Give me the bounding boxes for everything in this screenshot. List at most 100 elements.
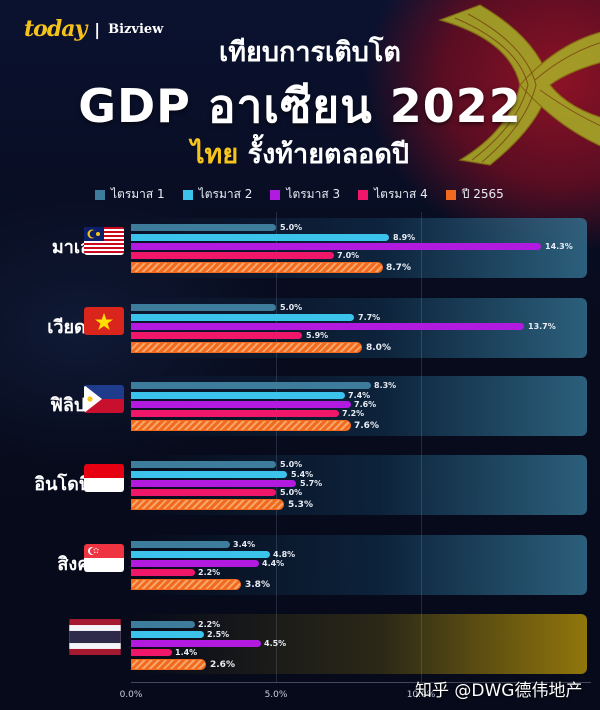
- value-q2: 7.7%: [358, 313, 381, 322]
- bar-q1: [131, 621, 195, 628]
- legend-swatch-q2: [182, 189, 193, 200]
- bar-q1: [131, 304, 276, 311]
- bar-q3: [131, 243, 541, 250]
- chart-row-malaysia: มาเลเซีย 5.0% 8.9% 14.3% 7.0% 8.7%: [0, 212, 600, 278]
- title-main: GDP อาเซียน 2022: [78, 79, 522, 133]
- value-year: 7.6%: [354, 421, 379, 431]
- value-year: 8.7%: [386, 263, 411, 273]
- bar-q1: [131, 224, 276, 231]
- value-q1: 5.0%: [280, 460, 303, 469]
- watermark: 知乎 @DWG德伟地产: [415, 681, 583, 701]
- bar-q3: [131, 401, 351, 408]
- value-q2: 8.9%: [393, 233, 416, 242]
- value-q1: 3.4%: [233, 540, 256, 549]
- chart-row-singapore: สิงคโปร์ 3.4% 4.8% 4.4% 2.2% 3.8%: [0, 529, 600, 595]
- value-year: 3.8%: [245, 580, 270, 590]
- bar-q2: [131, 314, 354, 321]
- bar-q4: [131, 649, 172, 656]
- x-tick: 0.0%: [119, 690, 143, 700]
- legend-swatch-q1: [95, 189, 105, 200]
- bar-q4: [131, 332, 302, 339]
- value-q2: 7.4%: [348, 391, 371, 400]
- brand-separator: |: [94, 19, 101, 39]
- chart-row-vietnam: เวียดนาม 5.0% 7.7% 13.7% 5.9% 8.0%: [0, 292, 600, 358]
- gridline-10: [421, 212, 422, 682]
- value-year: 5.3%: [288, 500, 313, 510]
- value-q1: 5.0%: [280, 223, 303, 232]
- legend-label: ไตรมาส 4: [374, 187, 428, 201]
- bar-year: [131, 499, 284, 510]
- bar-q2: [131, 392, 345, 399]
- value-q2: 2.5%: [207, 630, 230, 639]
- value-q3: 5.7%: [300, 479, 323, 488]
- bar-year: [131, 262, 383, 273]
- bar-q3: [131, 480, 296, 487]
- value-q3: 7.6%: [354, 400, 377, 409]
- legend-swatch-year: [445, 189, 456, 200]
- x-tick: 5.0%: [264, 690, 288, 700]
- value-q1: 5.0%: [280, 303, 303, 312]
- value-q3: 14.3%: [545, 242, 573, 251]
- bar-q2: [131, 631, 204, 638]
- value-q2: 5.4%: [291, 470, 314, 479]
- singapore-flag-icon: [84, 544, 124, 572]
- x-axis: [131, 682, 591, 683]
- brand-logo: today | Bizview: [24, 16, 163, 42]
- bar-q1: [131, 461, 276, 468]
- legend-label: ปี 2565: [461, 187, 504, 201]
- legend-label: ไตรมาส 2: [198, 187, 253, 201]
- chart-row-philippines: ฟิลิปปินส์ 8.3% 7.4% 7.6% 7.2% 7.6%: [0, 370, 600, 436]
- indonesia-flag-icon: [84, 464, 124, 492]
- vietnam-flag-icon: [84, 307, 124, 335]
- value-q2: 4.8%: [273, 550, 296, 559]
- value-q4: 5.0%: [280, 488, 303, 497]
- legend-swatch-q4: [358, 189, 369, 200]
- value-q4: 7.2%: [342, 409, 365, 418]
- bar-q4: [131, 410, 339, 417]
- legend-item-q2: ไตรมาส 2: [182, 185, 253, 204]
- x-tick: 10.0%: [406, 690, 436, 700]
- bar-q2: [131, 551, 270, 558]
- subtitle: ไทย รั้งท้ายตลอดปี: [0, 132, 600, 175]
- title-line-1: เทียบการเติบโต: [219, 37, 401, 68]
- value-q1: 8.3%: [374, 381, 397, 390]
- chart-row-thailand: ไทย 2.2% 2.5% 4.5% 1.4% 2.6%: [0, 609, 600, 675]
- value-q1: 2.2%: [198, 620, 221, 629]
- bar-year: [131, 342, 362, 353]
- value-q3: 4.4%: [262, 559, 285, 568]
- chart-legend: ไตรมาส 1 ไตรมาส 2 ไตรมาส 3 ไตรมาส 4 ปี 2…: [95, 185, 504, 204]
- philippines-flag-icon: [84, 385, 124, 413]
- asean-emblem-icon: [438, 4, 600, 166]
- bar-q4: [131, 489, 276, 496]
- bar-q4: [131, 252, 334, 259]
- legend-swatch-q3: [270, 189, 281, 200]
- bar-q1: [131, 541, 230, 548]
- value-year: 2.6%: [210, 660, 235, 670]
- legend-item-year: ปี 2565: [445, 185, 504, 204]
- value-q4: 2.2%: [198, 568, 221, 577]
- bar-q4: [131, 569, 195, 576]
- gridline-5: [276, 212, 277, 682]
- legend-item-q4: ไตรมาส 4: [358, 185, 428, 204]
- bar-year: [131, 659, 206, 670]
- chart-row-indonesia: อินโดนีเซีย 5.0% 5.4% 5.7% 5.0% 5.3%: [0, 449, 600, 515]
- malaysia-flag-icon: [84, 227, 124, 255]
- value-q3: 4.5%: [264, 639, 287, 648]
- bar-q2: [131, 471, 287, 478]
- legend-label: ไตรมาส 3: [286, 187, 341, 201]
- subtitle-highlight: ไทย: [190, 139, 239, 170]
- value-q4: 1.4%: [175, 648, 198, 657]
- legend-item-q1: ไตรมาส 1: [95, 185, 165, 204]
- legend-item-q3: ไตรมาส 3: [270, 185, 340, 204]
- bar-q2: [131, 234, 389, 241]
- bar-year: [131, 579, 241, 590]
- value-q3: 13.7%: [528, 322, 556, 331]
- value-year: 8.0%: [366, 343, 391, 353]
- bar-q3: [131, 640, 261, 647]
- brand-today: today: [24, 16, 87, 42]
- subtitle-rest: รั้งท้ายตลอดปี: [238, 139, 410, 170]
- bar-q1: [131, 382, 371, 389]
- brand-bizview: Bizview: [108, 21, 164, 37]
- value-q4: 5.9%: [306, 331, 329, 340]
- value-q4: 7.0%: [337, 251, 360, 260]
